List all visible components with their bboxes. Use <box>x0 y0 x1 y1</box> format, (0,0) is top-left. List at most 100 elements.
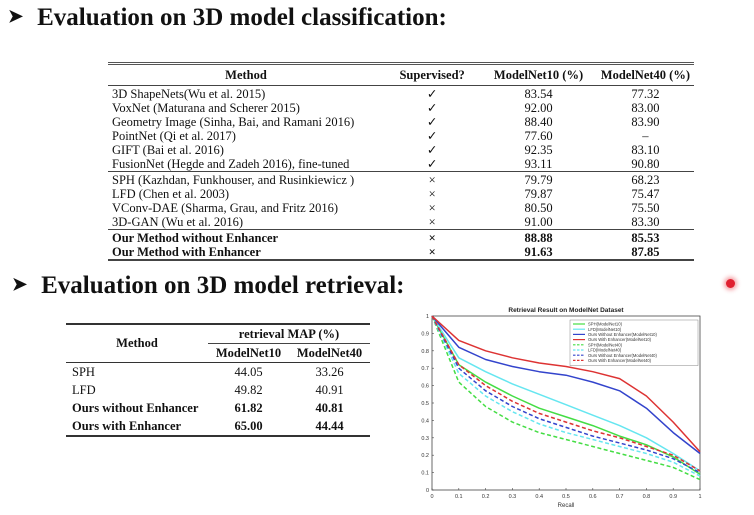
method-cell: GIFT (Bai et al. 2016) <box>112 143 224 157</box>
modelnet10-cell: 93.11 <box>524 157 553 171</box>
supervised-cell: × <box>428 187 436 201</box>
modelnet40-cell: 90.80 <box>631 157 660 171</box>
y-tick-label: 0.1 <box>421 471 429 477</box>
x-tick-label: 1 <box>698 494 701 500</box>
x-tick-label: 0.8 <box>643 494 651 500</box>
table-row: PointNet (Qi et al. 2017) ✓ 77.60 – <box>108 129 694 143</box>
table-row: Our Method with Enhancer × 91.63 87.85 <box>108 245 694 260</box>
modelnet40-cell: 75.50 <box>631 201 660 215</box>
classification-title: Evaluation on 3D model classification: <box>37 4 447 31</box>
y-tick-label: 1 <box>426 314 429 320</box>
method-cell: Geometry Image (Sinha, Bai, and Ramani 2… <box>112 115 355 129</box>
modelnet40-cell: 40.91 <box>315 382 344 397</box>
series-line <box>431 315 701 477</box>
y-tick-label: 0.3 <box>421 436 429 442</box>
table-row: SPH 44.05 33.26 <box>66 363 370 382</box>
y-tick-label: 0.2 <box>421 453 429 459</box>
method-cell: Ours with Enhancer <box>72 418 182 433</box>
modelnet10-cell: 80.50 <box>524 201 553 215</box>
modelnet40-cell: 83.00 <box>631 101 660 115</box>
classification-table: Method Supervised? ModelNet10 (%) ModelN… <box>108 62 694 261</box>
table-row: Our Method without Enhancer × 88.88 85.53 <box>108 229 694 246</box>
y-tick-label: 0 <box>426 488 429 494</box>
legend-entry: Ours With Enhancer(ModelNet40) <box>588 358 652 363</box>
supervised-cell: × <box>428 245 436 259</box>
arrow-bullet-icon: ➤ <box>12 274 28 294</box>
modelnet40-cell: 40.81 <box>315 400 344 415</box>
supervised-cell: ✓ <box>426 143 438 157</box>
classification-heading: ➤ Evaluation on 3D model classification: <box>8 4 447 32</box>
y-tick-label: 0.8 <box>421 349 429 355</box>
modelnet10-cell: 77.60 <box>524 129 553 143</box>
laser-pointer-dot <box>726 279 735 288</box>
legend-entry: Ours With Enhancer(ModelNet10) <box>588 337 652 342</box>
supervised-cell: × <box>428 215 436 229</box>
x-tick-label: 0.7 <box>616 494 624 500</box>
table-row: Geometry Image (Sinha, Bai, and Ramani 2… <box>108 115 694 129</box>
x-tick-label: 0.1 <box>455 494 463 500</box>
method-cell: VConv-DAE (Sharma, Grau, and Fritz 2016) <box>112 201 338 215</box>
retrieval-col-modelnet10: ModelNet10 <box>208 343 289 363</box>
x-tick-label: 0.6 <box>589 494 597 500</box>
table-row: Ours without Enhancer 61.82 40.81 <box>66 399 370 417</box>
legend-entry: Ours Without Enhancer(ModelNet10) <box>588 332 657 337</box>
method-cell: SPH (Kazhdan, Funkhouser, and Rusinkiewi… <box>112 173 355 187</box>
retrieval-heading: ➤ Evaluation on 3D model retrieval: <box>12 272 405 300</box>
y-tick-label: 0.7 <box>421 366 429 372</box>
x-tick-label: 0.5 <box>562 494 570 500</box>
legend-entry: SPH(ModelNet10) <box>588 322 623 327</box>
supervised-cell: ✓ <box>426 129 438 143</box>
modelnet10-cell: 88.88 <box>524 231 553 245</box>
x-axis-label: Recall <box>558 503 575 509</box>
col-header-modelnet10: ModelNet10 (%) <box>493 68 584 82</box>
method-cell: Our Method with Enhancer <box>112 245 261 259</box>
method-cell: PointNet (Qi et al. 2017) <box>112 129 236 143</box>
modelnet40-cell: – <box>642 129 649 143</box>
x-tick-label: 0 <box>430 494 433 500</box>
modelnet10-cell: 79.87 <box>524 187 553 201</box>
modelnet10-cell: 92.35 <box>524 143 553 157</box>
supervised-cell: × <box>428 231 436 245</box>
method-cell: LFD <box>72 382 96 397</box>
table-row: VConv-DAE (Sharma, Grau, and Fritz 2016)… <box>108 201 694 215</box>
modelnet10-cell: 44.05 <box>234 364 263 379</box>
x-tick-label: 0.2 <box>482 494 490 500</box>
series-line <box>431 315 701 475</box>
x-tick-label: 0.3 <box>509 494 517 500</box>
table-row: 3D ShapeNets(Wu et al. 2015) ✓ 83.54 77.32 <box>108 85 694 102</box>
method-cell: SPH <box>72 364 95 379</box>
table-row: LFD 49.82 40.91 <box>66 381 370 399</box>
table-row: 3D-GAN (Wu et al. 2016) × 91.00 83.30 <box>108 215 694 230</box>
legend-entry: SPH(ModelNet40) <box>588 342 623 347</box>
modelnet40-cell: 44.44 <box>315 418 344 433</box>
table-row: SPH (Kazhdan, Funkhouser, and Rusinkiewi… <box>108 171 694 188</box>
modelnet10-cell: 61.82 <box>234 400 263 415</box>
supervised-cell: ✓ <box>426 115 438 129</box>
chart-title: Retrieval Result on ModelNet Dataset <box>508 307 624 314</box>
x-tick-label: 0.4 <box>535 494 543 500</box>
retrieval-title: Evaluation on 3D model retrieval: <box>41 272 405 299</box>
modelnet10-cell: 91.63 <box>524 245 553 259</box>
method-cell: FusionNet (Hegde and Zadeh 2016), fine-t… <box>112 157 350 171</box>
method-cell: Our Method without Enhancer <box>112 231 279 245</box>
modelnet40-cell: 85.53 <box>631 231 660 245</box>
y-tick-label: 0.4 <box>421 418 429 424</box>
modelnet10-cell: 92.00 <box>524 101 553 115</box>
legend-box <box>569 319 699 366</box>
arrow-bullet-icon: ➤ <box>8 6 24 26</box>
method-cell: 3D-GAN (Wu et al. 2016) <box>112 215 244 229</box>
modelnet10-cell: 49.82 <box>234 382 263 397</box>
y-tick-label: 0.9 <box>421 331 429 337</box>
method-cell: LFD (Chen et al. 2003) <box>112 187 229 201</box>
method-cell: Ours without Enhancer <box>72 400 199 415</box>
y-tick-label: 0.5 <box>421 401 429 407</box>
modelnet40-cell: 68.23 <box>631 173 660 187</box>
modelnet40-cell: 83.10 <box>631 143 660 157</box>
modelnet40-cell: 75.47 <box>631 187 660 201</box>
retrieval-pr-chart: Retrieval Result on ModelNet Dataset 0 0.1… <box>421 307 701 509</box>
modelnet10-cell: 91.00 <box>524 215 553 229</box>
retrieval-col-modelnet40: ModelNet40 <box>289 343 370 363</box>
table-row: FusionNet (Hegde and Zadeh 2016), fine-t… <box>108 157 694 172</box>
supervised-cell: × <box>428 173 436 187</box>
supervised-cell: ✓ <box>426 157 438 171</box>
